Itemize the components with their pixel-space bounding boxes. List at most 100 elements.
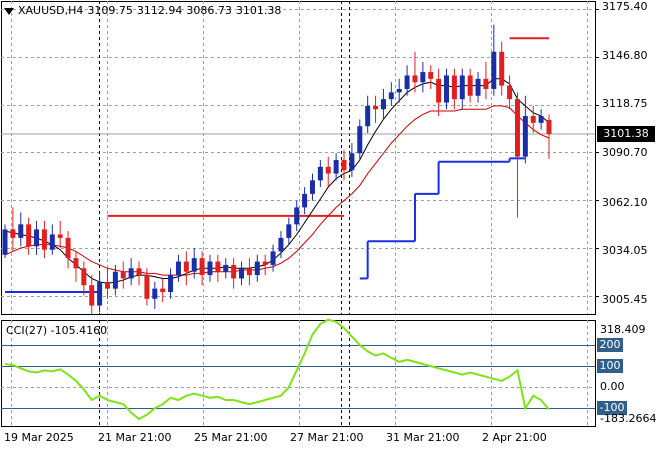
candle-body bbox=[136, 268, 142, 276]
candle-body bbox=[420, 72, 426, 83]
symbol-label: XAUUSD,H4 bbox=[18, 4, 84, 17]
candle-body bbox=[10, 229, 16, 238]
candle-body bbox=[97, 281, 103, 306]
candle-body bbox=[499, 51, 505, 86]
chart-header: XAUUSD,H4 3109.75 3112.94 3086.73 3101.38 bbox=[4, 4, 285, 17]
candle-body bbox=[57, 234, 63, 238]
candle-body bbox=[2, 229, 8, 255]
close-value: 3101.38 bbox=[235, 4, 282, 17]
candle-body bbox=[286, 224, 292, 238]
cci-axis-top: 318.409 bbox=[600, 323, 646, 336]
candle-body bbox=[254, 261, 260, 276]
candle-body bbox=[231, 264, 237, 279]
candle-body bbox=[89, 285, 95, 306]
candle-body bbox=[152, 288, 158, 299]
candle-body bbox=[175, 261, 181, 276]
candle-body bbox=[104, 281, 110, 289]
candle-body bbox=[183, 261, 189, 272]
open-value: 3109.75 bbox=[87, 4, 133, 17]
candle-body bbox=[26, 224, 32, 247]
cci-level-0-label: 0.00 bbox=[600, 380, 625, 394]
price-tick-label: 3146.80 bbox=[602, 49, 648, 62]
candle-body bbox=[365, 105, 371, 127]
cci-panel-frame bbox=[1, 320, 596, 427]
cci-level-200-badge: 200 bbox=[597, 338, 623, 353]
candle-body bbox=[120, 271, 126, 279]
time-tick-label: 2 Apr 21:00 bbox=[482, 431, 547, 444]
ma-fast-line bbox=[4, 78, 550, 285]
ma-slow-line bbox=[4, 105, 550, 276]
candle-body bbox=[388, 92, 394, 100]
price-tick-label: 3034.05 bbox=[602, 244, 648, 257]
candle-body bbox=[357, 126, 363, 154]
candle-body bbox=[317, 166, 323, 181]
candle-body bbox=[160, 288, 166, 293]
candle-body bbox=[467, 75, 473, 96]
candle-body bbox=[65, 237, 71, 259]
candle-body bbox=[223, 264, 229, 272]
candle-body bbox=[270, 251, 276, 265]
price-tick-label: 3062.10 bbox=[602, 196, 648, 209]
candle-body bbox=[191, 258, 197, 272]
candle-body bbox=[112, 271, 118, 289]
candle-body bbox=[246, 268, 252, 276]
candle-body bbox=[49, 234, 55, 250]
candle-body bbox=[483, 78, 489, 89]
candle-body bbox=[278, 237, 284, 252]
price-tick-label: 3118.75 bbox=[602, 97, 648, 110]
candle-body bbox=[302, 193, 308, 208]
candle-body bbox=[459, 75, 465, 100]
candle-body bbox=[491, 51, 497, 89]
triangle-down-icon[interactable] bbox=[4, 7, 14, 15]
candle-body bbox=[428, 72, 434, 79]
price-tick-label: 3090.70 bbox=[602, 146, 648, 159]
candle-body bbox=[349, 153, 355, 171]
candle-body bbox=[404, 75, 410, 89]
cci-level-100-badge: 100 bbox=[597, 359, 623, 374]
candle-body bbox=[73, 258, 79, 269]
candle-body bbox=[341, 160, 347, 171]
cci-line bbox=[4, 318, 550, 421]
candle-body bbox=[325, 166, 331, 174]
candle-body bbox=[215, 261, 221, 272]
price-tick-label: 3175.40 bbox=[602, 0, 648, 13]
candle-body bbox=[168, 275, 174, 293]
cci-level-minus100-badge: -100 bbox=[597, 401, 627, 416]
main-panel-frame bbox=[1, 1, 596, 315]
time-tick-label: 31 Mar 21:00 bbox=[386, 431, 460, 444]
candle-body bbox=[294, 207, 300, 225]
cci-axis-bottom: -183.2664 bbox=[600, 412, 657, 425]
candle-body bbox=[475, 78, 481, 96]
candle-body bbox=[309, 180, 315, 194]
candle-body bbox=[507, 85, 513, 100]
candle-body bbox=[538, 116, 544, 123]
price-tick-label: 3005.45 bbox=[602, 293, 648, 306]
candle-body bbox=[81, 268, 87, 286]
candle-body bbox=[239, 268, 245, 279]
candle-body bbox=[144, 275, 150, 299]
candle-body bbox=[412, 75, 418, 83]
candle-body bbox=[18, 224, 24, 238]
candle-body bbox=[451, 75, 457, 100]
candle-body bbox=[373, 105, 379, 110]
candle-body bbox=[436, 78, 442, 103]
candle-body bbox=[199, 258, 205, 276]
candle-body bbox=[128, 268, 134, 279]
time-tick-label: 25 Mar 21:00 bbox=[194, 431, 268, 444]
candle-body bbox=[546, 119, 552, 135]
cci-indicator-title: CCI(27) -105.4160 bbox=[6, 324, 108, 337]
candle-body bbox=[41, 229, 47, 250]
candle-body bbox=[530, 116, 536, 123]
time-tick-label: 19 Mar 2025 bbox=[4, 431, 74, 444]
candle-body bbox=[34, 229, 40, 247]
time-tick-label: 21 Mar 21:00 bbox=[98, 431, 172, 444]
time-tick-label: 27 Mar 21:00 bbox=[290, 431, 364, 444]
current-price-badge: 3101.38 bbox=[597, 126, 655, 143]
candle-body bbox=[522, 116, 528, 157]
candle-body bbox=[396, 88, 402, 93]
candle-body bbox=[380, 99, 386, 110]
low-value: 3086.73 bbox=[186, 4, 232, 17]
candle-body bbox=[262, 261, 268, 265]
candle-body bbox=[333, 160, 339, 174]
